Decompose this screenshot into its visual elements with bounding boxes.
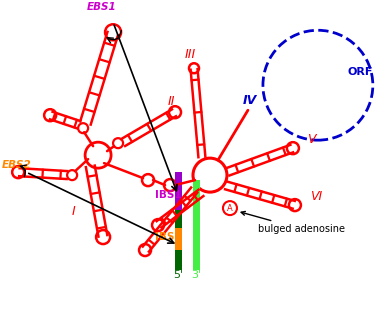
Text: IV: IV: [243, 94, 257, 107]
Bar: [175, 228, 182, 250]
Text: bulged adenosine: bulged adenosine: [241, 211, 345, 234]
Text: 3': 3': [191, 270, 201, 280]
Text: ORF: ORF: [348, 67, 373, 77]
Bar: [175, 180, 182, 270]
Text: V: V: [307, 133, 315, 146]
Text: EBS1: EBS1: [87, 2, 117, 12]
Bar: [175, 172, 182, 210]
Bar: [193, 180, 200, 270]
Text: IBS2: IBS2: [155, 232, 182, 242]
Text: III: III: [185, 48, 196, 61]
Text: IBS1: IBS1: [155, 190, 182, 200]
Text: I: I: [72, 205, 76, 218]
Text: VI: VI: [310, 190, 322, 203]
Text: II: II: [168, 95, 175, 108]
Text: A: A: [227, 204, 233, 213]
Text: EBS2: EBS2: [2, 160, 32, 170]
Text: 5': 5': [173, 270, 183, 280]
